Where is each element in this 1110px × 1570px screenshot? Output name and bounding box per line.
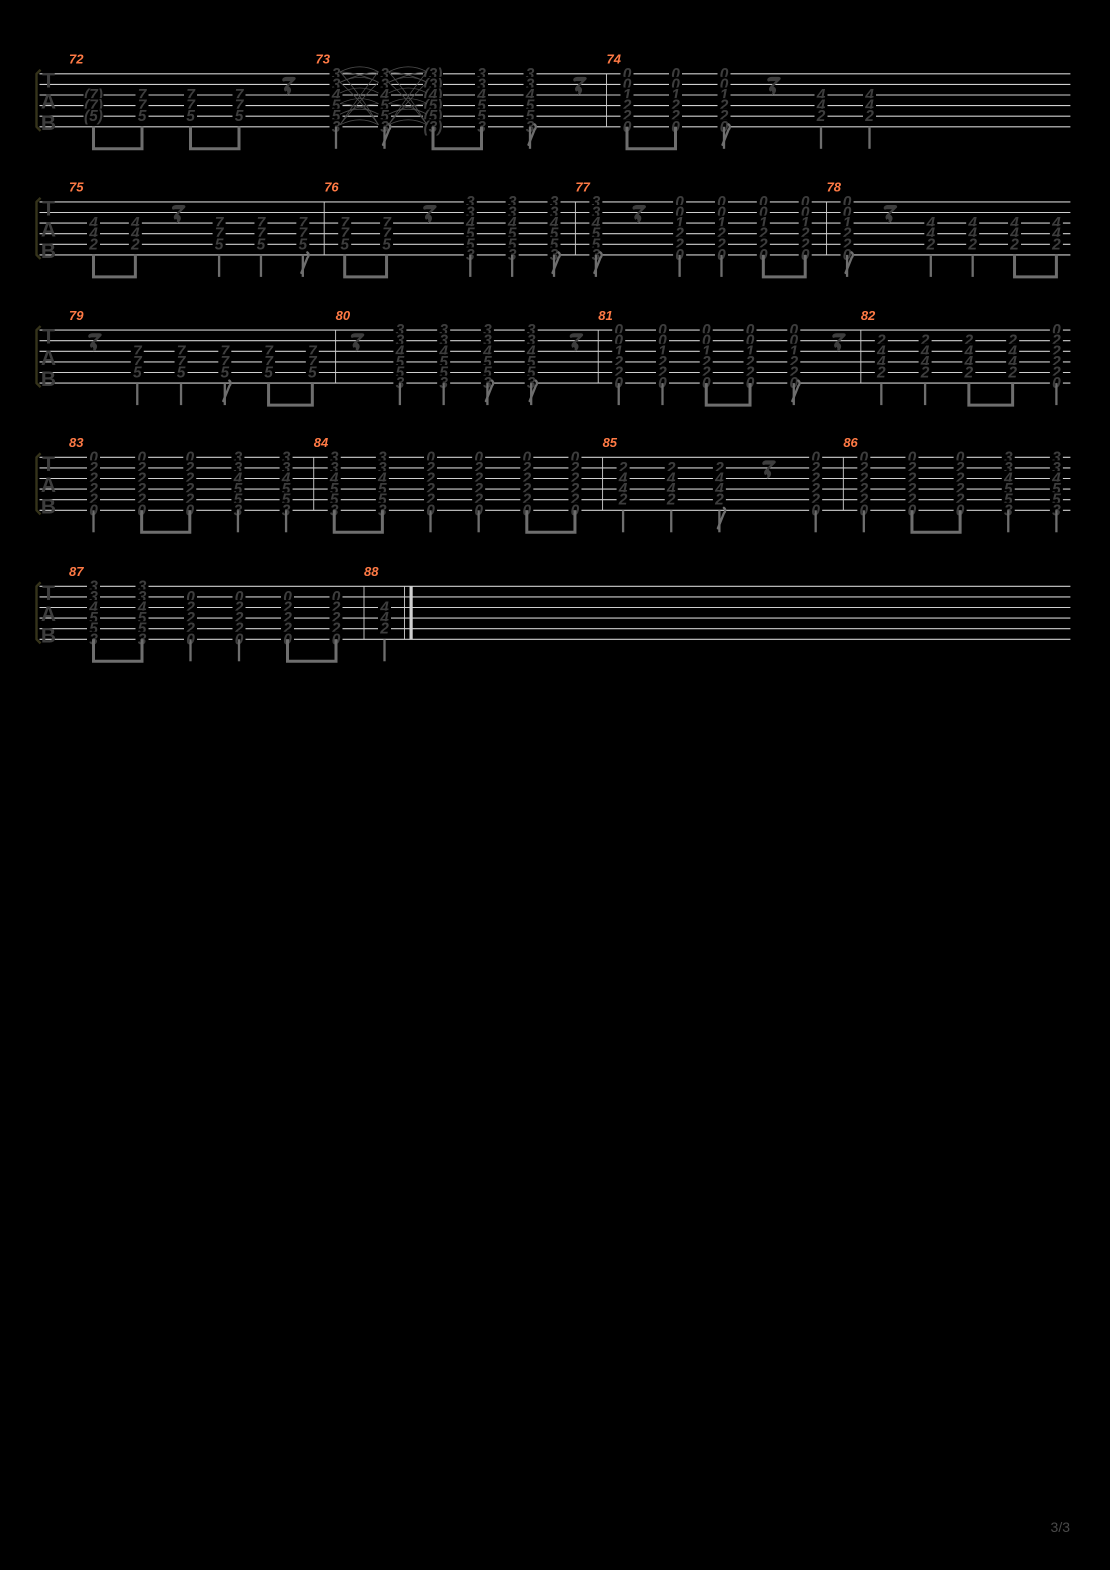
svg-text:84: 84 (314, 435, 329, 450)
svg-text:75: 75 (69, 180, 84, 195)
svg-text:78: 78 (827, 180, 842, 195)
svg-text:5: 5 (186, 108, 195, 125)
svg-text:83: 83 (69, 435, 84, 450)
svg-text:85: 85 (603, 435, 618, 450)
svg-text:B: B (41, 112, 56, 135)
svg-text:3/3: 3/3 (1051, 1519, 1071, 1535)
svg-text:77: 77 (575, 180, 590, 195)
svg-text:2: 2 (666, 492, 676, 509)
svg-text:T: T (42, 453, 55, 476)
svg-text:B: B (41, 624, 56, 647)
svg-text:2: 2 (379, 621, 389, 638)
svg-text:T: T (42, 582, 55, 605)
svg-text:2: 2 (864, 108, 874, 125)
svg-text:2: 2 (920, 365, 930, 382)
svg-text:2: 2 (1007, 365, 1017, 382)
svg-text:5: 5 (215, 236, 224, 253)
svg-text:2: 2 (88, 236, 98, 253)
svg-text:B: B (41, 495, 56, 518)
svg-text:80: 80 (336, 308, 351, 323)
svg-text:2: 2 (876, 365, 886, 382)
svg-text:B: B (41, 368, 56, 391)
svg-text:T: T (42, 69, 55, 92)
svg-text:2: 2 (967, 236, 977, 253)
svg-text:74: 74 (607, 52, 622, 67)
svg-text:5: 5 (308, 365, 317, 382)
svg-text:2: 2 (618, 492, 628, 509)
svg-text:A: A (41, 91, 56, 114)
svg-text:86: 86 (843, 435, 858, 450)
svg-text:T: T (42, 198, 55, 221)
svg-text:2: 2 (1051, 236, 1061, 253)
svg-text:5: 5 (138, 108, 147, 125)
svg-text:2: 2 (130, 236, 140, 253)
svg-text:5: 5 (264, 365, 273, 382)
svg-text:A: A (41, 603, 56, 626)
svg-text:87: 87 (69, 564, 84, 579)
svg-text:T: T (42, 326, 55, 349)
svg-text:88: 88 (364, 564, 379, 579)
svg-text:2: 2 (816, 108, 826, 125)
svg-text:5: 5 (235, 108, 244, 125)
svg-text:2: 2 (714, 492, 724, 509)
svg-text:76: 76 (324, 180, 339, 195)
svg-text:2: 2 (925, 236, 935, 253)
svg-text:5: 5 (133, 365, 142, 382)
svg-text:A: A (41, 347, 56, 370)
svg-text:5: 5 (382, 236, 391, 253)
svg-text:(5): (5) (84, 108, 103, 125)
svg-text:B: B (41, 240, 56, 263)
svg-text:5: 5 (220, 365, 229, 382)
svg-text:79: 79 (69, 308, 84, 323)
svg-text:2: 2 (1009, 236, 1019, 253)
svg-text:5: 5 (299, 236, 308, 253)
svg-text:2: 2 (964, 365, 974, 382)
svg-text:5: 5 (340, 236, 349, 253)
svg-text:73: 73 (316, 52, 331, 67)
svg-text:A: A (41, 219, 56, 242)
svg-text:72: 72 (69, 52, 84, 67)
svg-text:5: 5 (257, 236, 266, 253)
svg-text:5: 5 (177, 365, 186, 382)
svg-text:81: 81 (598, 308, 612, 323)
svg-text:82: 82 (861, 308, 876, 323)
svg-text:A: A (41, 474, 56, 497)
